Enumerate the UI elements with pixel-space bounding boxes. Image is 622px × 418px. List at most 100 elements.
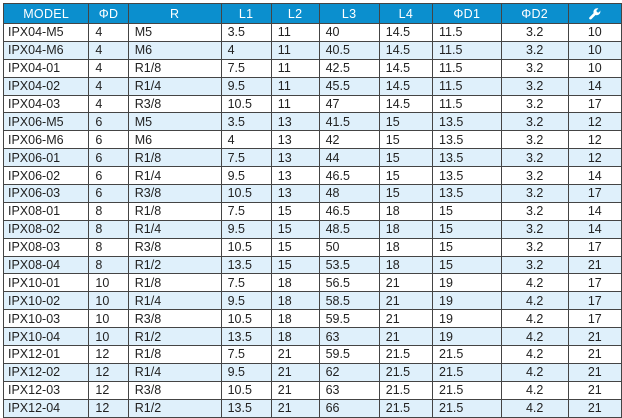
cell-l2: 15 — [270, 237, 320, 257]
cell-l2: 15 — [270, 201, 320, 221]
cell-outer-diameter: 12 — [88, 362, 129, 382]
table-row: IPX08-04 8 R1/2 13.5 15 53.5 18 15 3.2 21 — [2, 255, 622, 275]
cell-l1: 13.5 — [220, 327, 272, 347]
cell-l4: 15 — [378, 184, 434, 203]
cell-wrench-size: 21 — [567, 327, 622, 347]
cell-outer-diameter: 4 — [88, 76, 129, 96]
cell-l1: 9.5 — [220, 291, 272, 311]
cell-model: IPX04-M5 — [2, 23, 90, 42]
cell-l2: 21 — [270, 380, 320, 400]
cell-d2: 4.2 — [500, 380, 569, 400]
cell-l2: 18 — [270, 309, 320, 329]
cell-model: IPX10-04 — [2, 327, 90, 347]
cell-model: IPX10-01 — [2, 273, 90, 293]
cell-outer-diameter: 10 — [88, 291, 129, 311]
cell-l3: 48 — [318, 184, 380, 203]
cell-outer-diameter: 8 — [88, 201, 129, 221]
cell-wrench-size: 14 — [567, 219, 622, 239]
cell-model: IPX10-02 — [2, 291, 90, 311]
cell-d2: 4.2 — [500, 345, 569, 364]
table-row: IPX10-01 10 R1/8 7.5 18 56.5 21 19 4.2 17 — [2, 273, 622, 293]
cell-thread: R1/4 — [127, 166, 222, 186]
cell-d1: 11.5 — [432, 23, 502, 42]
cell-l1: 10.5 — [220, 309, 272, 329]
cell-wrench-size: 10 — [567, 40, 622, 60]
cell-thread: R1/4 — [127, 291, 222, 311]
cell-d2: 3.2 — [500, 130, 569, 150]
cell-l3: 40 — [318, 23, 380, 42]
cell-l2: 21 — [270, 362, 320, 382]
cell-l2: 11 — [270, 76, 320, 96]
cell-l2: 15 — [270, 255, 320, 275]
cell-l1: 7.5 — [220, 148, 272, 168]
cell-l2: 21 — [270, 398, 320, 418]
cell-l3: 58.5 — [318, 291, 380, 311]
table-row: IPX06-02 6 R1/4 9.5 13 46.5 15 13.5 3.2 14 — [2, 166, 622, 186]
cell-d2: 3.2 — [500, 112, 569, 132]
cell-d2: 4.2 — [500, 362, 569, 382]
cell-l4: 15 — [378, 112, 434, 132]
header-wrench — [567, 3, 622, 24]
cell-d2: 3.2 — [500, 184, 569, 203]
cell-thread: R1/2 — [127, 255, 222, 275]
cell-d2: 3.2 — [500, 201, 569, 221]
table-row: IPX06-M6 6 M6 4 13 42 15 13.5 3.2 12 — [2, 130, 622, 150]
header-l2: L2 — [270, 3, 320, 24]
cell-l1: 7.5 — [220, 201, 272, 221]
cell-thread: R1/8 — [127, 345, 222, 364]
cell-l2: 11 — [270, 40, 320, 60]
cell-model: IPX04-01 — [2, 58, 90, 78]
cell-d1: 21.5 — [432, 398, 502, 418]
cell-outer-diameter: 4 — [88, 58, 129, 78]
cell-thread: R3/8 — [127, 184, 222, 203]
cell-thread: R3/8 — [127, 237, 222, 257]
cell-d1: 19 — [432, 309, 502, 329]
cell-l4: 15 — [378, 130, 434, 150]
cell-outer-diameter: 10 — [88, 273, 129, 293]
cell-d1: 21.5 — [432, 362, 502, 382]
cell-d1: 11.5 — [432, 58, 502, 78]
cell-l3: 59.5 — [318, 345, 380, 364]
cell-l1: 10.5 — [220, 237, 272, 257]
header-outer-diameter: ΦD — [88, 3, 129, 24]
cell-outer-diameter: 12 — [88, 398, 129, 418]
cell-l2: 11 — [270, 58, 320, 78]
cell-l3: 47 — [318, 94, 380, 114]
cell-l4: 14.5 — [378, 94, 434, 114]
cell-model: IPX12-04 — [2, 398, 90, 418]
cell-l4: 14.5 — [378, 23, 434, 42]
cell-wrench-size: 10 — [567, 23, 622, 42]
cell-d1: 13.5 — [432, 184, 502, 203]
cell-l2: 13 — [270, 184, 320, 203]
cell-thread: M5 — [127, 112, 222, 132]
cell-wrench-size: 14 — [567, 166, 622, 186]
cell-l1: 10.5 — [220, 94, 272, 114]
cell-l4: 18 — [378, 201, 434, 221]
cell-outer-diameter: 4 — [88, 23, 129, 42]
cell-outer-diameter: 6 — [88, 166, 129, 186]
cell-wrench-size: 12 — [567, 148, 622, 168]
cell-wrench-size: 21 — [567, 345, 622, 364]
cell-d1: 19 — [432, 273, 502, 293]
cell-d1: 15 — [432, 237, 502, 257]
cell-l3: 42.5 — [318, 58, 380, 78]
cell-thread: M6 — [127, 130, 222, 150]
cell-model: IPX08-03 — [2, 237, 90, 257]
cell-l4: 21.5 — [378, 380, 434, 400]
cell-l4: 15 — [378, 148, 434, 168]
cell-l3: 46.5 — [318, 201, 380, 221]
cell-model: IPX04-02 — [2, 76, 90, 96]
cell-thread: M6 — [127, 40, 222, 60]
cell-thread: M5 — [127, 23, 222, 42]
cell-wrench-size: 12 — [567, 112, 622, 132]
table-row: IPX06-01 6 R1/8 7.5 13 44 15 13.5 3.2 12 — [2, 148, 622, 168]
cell-thread: R1/2 — [127, 398, 222, 418]
header-thread: R — [127, 3, 222, 24]
cell-d1: 13.5 — [432, 148, 502, 168]
cell-l1: 13.5 — [220, 255, 272, 275]
cell-d2: 3.2 — [500, 23, 569, 42]
cell-l1: 4 — [220, 130, 272, 150]
cell-d1: 13.5 — [432, 166, 502, 186]
cell-l2: 11 — [270, 23, 320, 42]
cell-d1: 15 — [432, 255, 502, 275]
